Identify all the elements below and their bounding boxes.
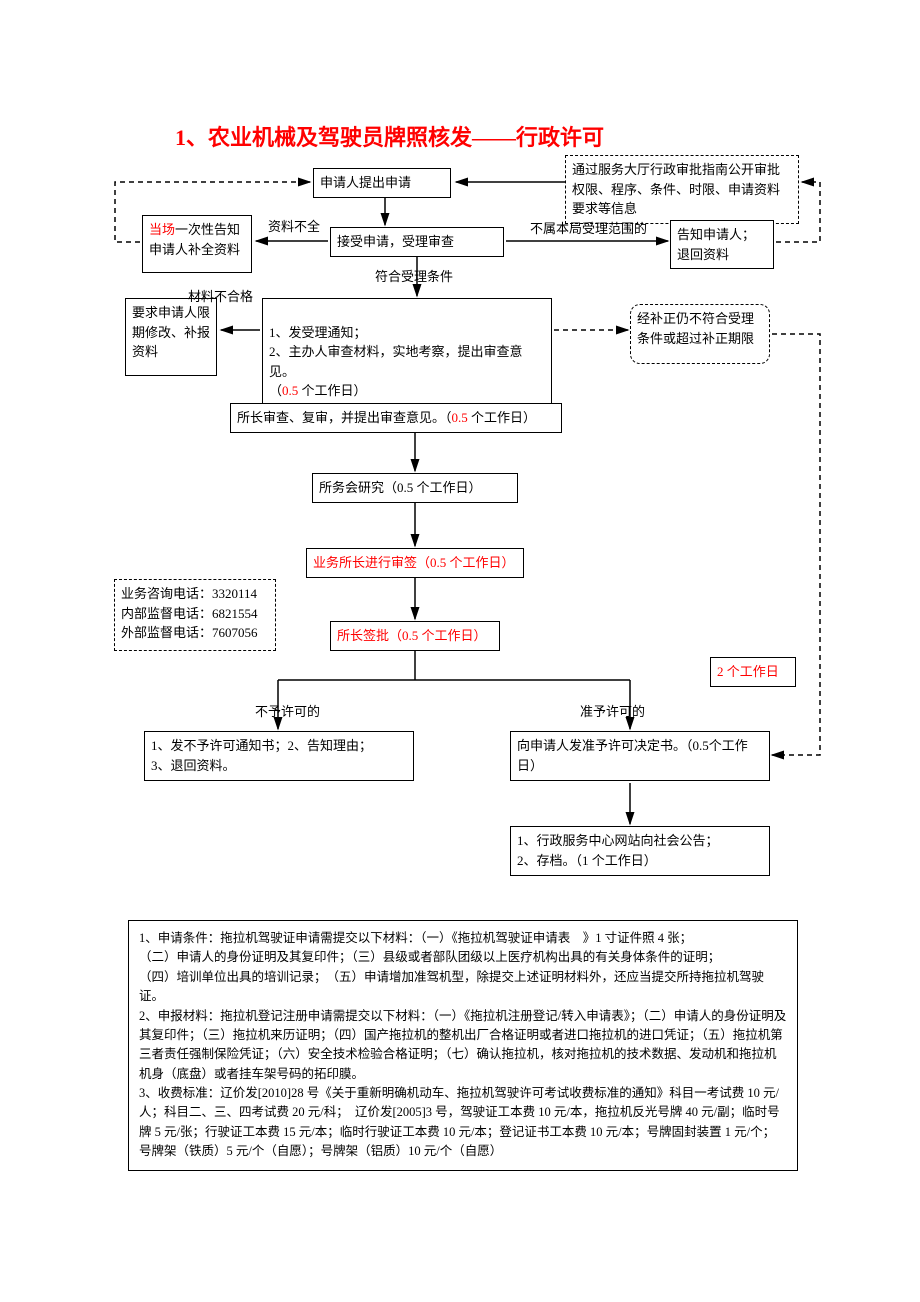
node-director-approve: 所长签批（0.5 个工作日）: [330, 621, 500, 651]
node-reject-scope: 告知申请人；退回资料: [670, 220, 774, 269]
footer-line-0: 1、申请条件：拖拉机驾驶证申请需提交以下材料：（一）《拖拉机驾驶证申请表 》1 …: [139, 929, 787, 948]
node-grant: 向申请人发准予许可决定书。（0.5个工作日）: [510, 731, 770, 781]
label-not-scope: 不属本局受理范围的: [530, 218, 647, 237]
node-still-fail: 经补正仍不符合受理条件或超过补正期限: [630, 304, 770, 364]
node-require-fix-text: 要求申请人限期修改、补报资料: [132, 305, 210, 359]
label-grant: 准予许可的: [580, 701, 645, 720]
node-announce-text: 1、行政服务中心网站向社会公告； 2、存档。（1 个工作日）: [517, 833, 719, 868]
footer-line-3: 2、申报材料：拖拉机登记注册申请需提交以下材料：（一）《拖拉机注册登记/转入申请…: [139, 1007, 787, 1085]
node-process: 1、发受理通知； 2、主办人审查材料，实地考察，提出审查意见。 （0.5 个工作…: [262, 298, 552, 406]
process-post: 个工作日）: [298, 383, 366, 398]
contact-line-2: 外部监督电话：7607056: [121, 623, 269, 643]
label-meet: 符合受理条件: [375, 266, 453, 285]
dr-post: 个工作日）: [468, 410, 536, 425]
node-require-fix: 要求申请人限期修改、补报资料: [125, 298, 217, 376]
node-deadline: 2 个工作日: [710, 657, 796, 687]
footer-line-4: 3、收费标准：辽价发[2010]28 号《关于重新明确机动车、拖拉机驾驶许可考试…: [139, 1084, 787, 1162]
node-council: 所务会研究（0.5 个工作日）: [312, 473, 518, 503]
node-council-text: 所务会研究（0.5 个工作日）: [319, 480, 482, 495]
node-accept-text: 接受申请，受理审查: [337, 234, 454, 249]
label-deny: 不予许可的: [255, 701, 320, 720]
node-contacts: 业务咨询电话：3320114 内部监督电话：6821554 外部监督电话：760…: [114, 579, 276, 651]
node-notify-supplement: 当场一次性告知申请人补全资料: [142, 215, 252, 273]
contact-line-0: 业务咨询电话：3320114: [121, 584, 269, 604]
node-info-text: 通过服务大厅行政审批指南公开审批权限、程序、条件、时限、申请资料要求等信息: [572, 162, 780, 216]
node-apply: 申请人提出申请: [313, 168, 451, 198]
contact-line-1: 内部监督电话：6821554: [121, 604, 269, 624]
label-bad-material: 材料不合格: [188, 286, 253, 305]
node-director-review: 所长审查、复审，并提出审查意见。（0.5 个工作日）: [230, 403, 562, 433]
node-accept: 接受申请，受理审查: [330, 227, 504, 257]
node-announce: 1、行政服务中心网站向社会公告； 2、存档。（1 个工作日）: [510, 826, 770, 876]
deadline-text: 2 个工作日: [717, 664, 779, 679]
process-red: 0.5: [282, 383, 298, 398]
dr-pre: 所长审查、复审，并提出审查意见。（: [237, 410, 452, 425]
label-incomplete: 资料不全: [268, 216, 320, 235]
director-approve-text: 所长签批（0.5 个工作日）: [337, 628, 487, 643]
dr-red: 0.5: [452, 410, 468, 425]
page-title: 1、农业机械及驾驶员牌照核发——行政许可: [175, 120, 604, 152]
biz-sign-text: 业务所长进行审签（0.5 个工作日）: [313, 555, 515, 570]
footer-box: 1、申请条件：拖拉机驾驶证申请需提交以下材料：（一）《拖拉机驾驶证申请表 》1 …: [128, 920, 798, 1171]
node-still-fail-text: 经补正仍不符合受理条件或超过补正期限: [637, 311, 754, 346]
node-deny: 1、发不予许可通知书；2、告知理由； 3、退回资料。: [144, 731, 414, 781]
node-deny-text: 1、发不予许可通知书；2、告知理由； 3、退回资料。: [151, 738, 372, 773]
footer-line-2: （四）培训单位出具的培训记录； （五）申请增加准驾机型，除提交上述证明材料外，还…: [139, 968, 787, 1007]
node-info: 通过服务大厅行政审批指南公开审批权限、程序、条件、时限、申请资料要求等信息: [565, 155, 799, 224]
node-apply-text: 申请人提出申请: [320, 175, 411, 190]
footer-line-1: （二）申请人的身份证明及其复印件；（三）县级或者部队团级以上医疗机构出具的有关身…: [139, 948, 787, 967]
notify-red: 当场: [149, 222, 175, 237]
node-grant-text: 向申请人发准予许可决定书。（0.5个工作日）: [517, 738, 748, 773]
node-reject-scope-text: 告知申请人；退回资料: [677, 227, 755, 262]
node-biz-sign: 业务所长进行审签（0.5 个工作日）: [306, 548, 524, 578]
